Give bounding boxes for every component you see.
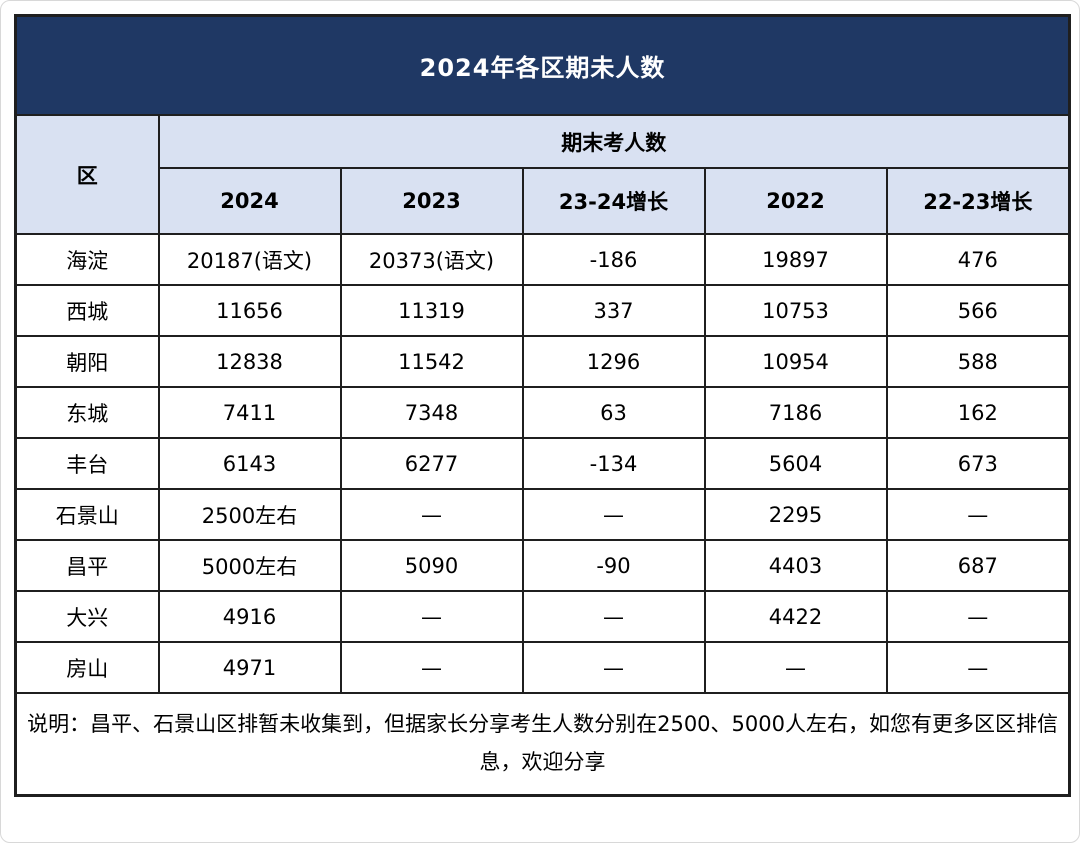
value-cell: 687 [885,539,1071,592]
value-cell: 7348 [339,386,524,439]
value-cell: 566 [885,284,1071,337]
value-cell: 12838 [157,335,342,388]
value-cell: 10954 [703,335,888,388]
district-cell: 朝阳 [14,335,160,388]
value-cell: 2295 [703,488,888,541]
value-cell: — [703,641,888,694]
table-row: 西城 11656 11319 337 10753 566 [14,284,1071,337]
table-row: 房山 4971— — — — [14,641,1071,694]
table-row: 昌平 5000左右 5090 -90 4403 687 [14,539,1071,592]
value-cell: 5604 [703,437,888,490]
value-cell: 476 [885,233,1071,286]
value-cell: 673 [885,437,1071,490]
year-column-header: 2024 [157,167,342,235]
value-cell: 4422 [703,590,888,643]
value-cell: 20187(语文) [157,233,342,286]
value-cell: 4403 [703,539,888,592]
value-cell: 11542 [339,335,524,388]
value-cell: 4916 [157,590,342,643]
value-cell: 7186 [703,386,888,439]
value-cell: 63 [521,386,706,439]
value-cell: 2500左右 [157,488,342,541]
year-column-header: 22-23增长 [885,167,1071,235]
value-cell: — [521,641,706,694]
district-cell: 大兴 [14,590,160,643]
value-cell: 5000左右 [157,539,342,592]
value-cell: 7411 [157,386,342,439]
table-row: 大兴 4916— —4422— [14,590,1071,643]
district-cell: 房山 [14,641,160,694]
table-row: 东城 7411 7348 63 7186 162 [14,386,1071,439]
group-header-row: 区 期末考人数 [14,114,1071,235]
district-cell: 昌平 [14,539,160,592]
group-header-final-exam-count: 期末考人数 [157,114,1071,169]
value-cell: -186 [521,233,706,286]
value-cell: 19897 [703,233,888,286]
value-cell: 162 [885,386,1071,439]
value-cell: — [885,641,1071,694]
value-cell: — [521,488,706,541]
district-cell: 东城 [14,386,160,439]
value-cell: — [521,590,706,643]
note-text: 说明：昌平、石景山区排暂未收集到，但据家长分享考生人数分别在2500、5000人… [14,692,1071,797]
district-cell: 石景山 [14,488,160,541]
year-column-header: 2023 [339,167,524,235]
value-cell: 11319 [339,284,524,337]
value-cell: -134 [521,437,706,490]
value-cell: 5090 [339,539,524,592]
year-column-header: 2022 [703,167,888,235]
table-title: 2024年各区期未人数 [14,14,1071,116]
value-cell: 337 [521,284,706,337]
district-cell: 丰台 [14,437,160,490]
district-final-exam-table: 2024年各区期未人数 区 期末考人数 2024 2023 23-24增长 2022 2… [14,14,1072,797]
value-cell: — [885,488,1071,541]
value-cell: 1296 [521,335,706,388]
value-cell: 11656 [157,284,342,337]
value-cell: 4971 [157,641,342,694]
table-row: 丰台 6143 6277 -134 5604 673 [14,437,1071,490]
note-row: 说明：昌平、石景山区排暂未收集到，但据家长分享考生人数分别在2500、5000人… [14,692,1071,797]
table-row: 石景山 2500左右 — —2295— [14,488,1071,541]
value-cell: 6277 [339,437,524,490]
district-cell: 海淀 [14,233,160,286]
column-header-district: 区 [14,114,160,235]
district-cell: 西城 [14,284,160,337]
value-cell: — [885,590,1071,643]
table-row: 朝阳 12838 11542 1296 10954 588 [14,335,1071,388]
title-row: 2024年各区期未人数 [14,14,1071,116]
value-cell: — [339,641,524,694]
value-cell: 20373(语文) [339,233,524,286]
value-cell: -90 [521,539,706,592]
value-cell: 10753 [703,284,888,337]
value-cell: 6143 [157,437,342,490]
value-cell: — [339,590,524,643]
value-cell: 588 [885,335,1071,388]
table-row: 海淀 20187(语文) 20373(语文) -186 19897 476 [14,233,1071,286]
year-header-row: 2024 2023 23-24增长 2022 22-23增长 [16,167,1071,235]
value-cell: — [339,488,524,541]
year-column-header: 23-24增长 [521,167,706,235]
